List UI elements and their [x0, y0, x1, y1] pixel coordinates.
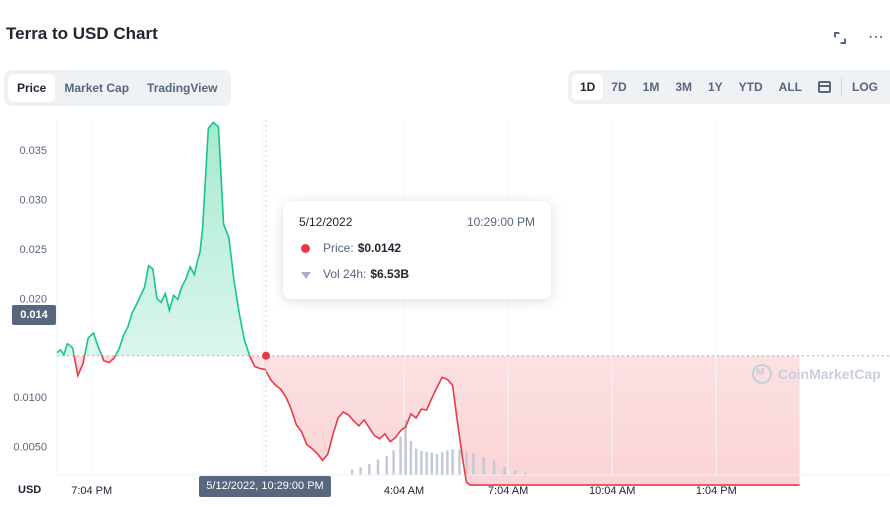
range-3m-button[interactable]: 3M	[675, 80, 692, 94]
volume-bar	[441, 451, 444, 475]
volume-bar	[524, 472, 527, 475]
calendar-icon[interactable]	[818, 81, 831, 93]
tooltip-volume-label: Vol 24h:	[323, 267, 367, 281]
y-tick-label: 0.020	[19, 293, 47, 305]
tab-price[interactable]: Price	[8, 74, 56, 102]
volume-bar	[414, 448, 418, 475]
tooltip-volume-value: $6.53B	[370, 267, 410, 281]
volume-bar	[350, 469, 354, 475]
volume-bar	[359, 467, 362, 475]
log-scale-button[interactable]: LOG	[852, 80, 878, 94]
y-tick-label: 0.030	[19, 195, 47, 207]
crosshair-point	[262, 351, 270, 360]
x-tick-label: 10:04 AM	[589, 485, 635, 497]
y-tick-label: 0.0100	[13, 392, 47, 404]
volume-bar	[430, 453, 433, 475]
range-1m-button[interactable]: 1M	[642, 80, 660, 94]
tooltip-time: 10:29:00 PM	[466, 215, 535, 229]
range-ytd-button[interactable]: YTD	[738, 80, 763, 94]
coinmarketcap-logo-icon	[752, 364, 772, 384]
range-all-button[interactable]: ALL	[778, 80, 802, 94]
volume-bar	[409, 440, 413, 475]
price-dot-icon	[301, 243, 310, 253]
price-tooltip: 5/12/2022 10:29:00 PM Price: $0.0142 Vol…	[283, 201, 551, 299]
volume-bar	[446, 450, 449, 476]
volume-icon	[301, 271, 311, 279]
volume-bar	[435, 454, 439, 475]
volume-bar	[404, 420, 407, 475]
volume-bar	[420, 450, 423, 475]
volume-bar	[385, 456, 388, 475]
volume-bar	[458, 449, 461, 475]
volume-bar	[368, 464, 371, 475]
y-tick-label: 0.025	[19, 244, 47, 256]
chart-actions: ⋯	[834, 30, 884, 46]
y-tick-label: 0.035	[19, 145, 47, 157]
page-title: Terra to USD Chart	[6, 24, 158, 43]
tooltip-price-label: Price:	[323, 241, 354, 255]
price-line-up	[56, 121, 251, 356]
volume-bar	[392, 450, 395, 476]
x-tick-label: 4:04 AM	[384, 485, 424, 497]
volume-bar	[399, 436, 402, 475]
range-7d-button[interactable]: 7D	[611, 80, 627, 94]
y-tick-label: 0.0050	[13, 442, 47, 454]
volume-bar	[376, 459, 380, 475]
volume-bar	[493, 460, 496, 475]
crosshair-date-tag: 5/12/2022, 10:29:00 PM	[199, 476, 331, 497]
volume-bar	[465, 451, 468, 475]
crosshair-price-tag: 0.014	[12, 305, 56, 325]
volume-bar	[503, 466, 506, 476]
range-divider	[841, 78, 842, 96]
x-tick-label: 7:04 AM	[488, 485, 528, 497]
tooltip-date: 5/12/2022	[299, 215, 353, 229]
volume-bar	[451, 449, 454, 475]
volume-bar	[472, 453, 475, 475]
watermark: CoinMarketCap	[752, 364, 881, 384]
tooltip-price-value: $0.0142	[357, 241, 402, 255]
volume-bar	[482, 456, 485, 476]
range-1d-button[interactable]: 1D	[571, 74, 604, 100]
range-1y-button[interactable]: 1Y	[707, 80, 723, 94]
time-range-selector: 1D 7D 1M 3M 1Y YTD ALL LOG	[567, 70, 890, 104]
tab-tradingview[interactable]: TradingView	[147, 81, 218, 95]
volume-bar	[534, 473, 538, 475]
volume-bar	[513, 470, 517, 475]
tab-market-cap[interactable]: Market Cap	[64, 81, 130, 95]
watermark-text: CoinMarketCap	[778, 366, 881, 382]
price-line-down	[63, 355, 800, 486]
price-area-up	[57, 122, 800, 356]
x-tick-label: 1:04 PM	[696, 485, 737, 497]
volume-bar	[425, 451, 428, 475]
y-axis-unit-label: USD	[18, 484, 42, 496]
more-icon[interactable]: ⋯	[868, 29, 884, 46]
chart-type-tabs: Price Market Cap TradingView	[4, 70, 231, 106]
x-tick-label: 7:04 PM	[71, 485, 112, 497]
price-area-down	[74, 355, 800, 486]
